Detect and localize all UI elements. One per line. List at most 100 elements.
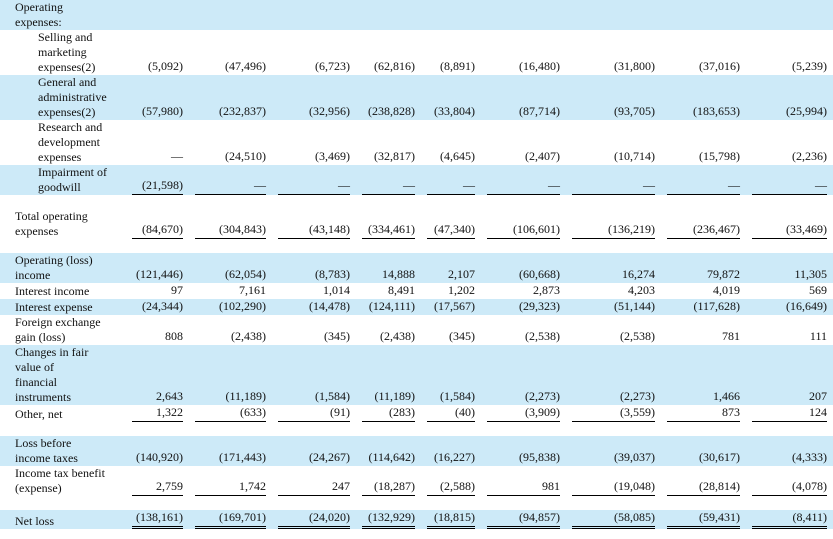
value-cell: (43,148)	[266, 209, 350, 239]
value-cell: (2,438)	[183, 315, 266, 345]
value-cell: (2,438)	[350, 315, 415, 345]
value: (24,020)	[278, 510, 350, 529]
value: (2,438)	[380, 329, 415, 343]
value-cell: (57,980)	[120, 75, 183, 120]
value-cell: (62,816)	[350, 30, 415, 75]
value: (2,538)	[620, 329, 655, 343]
value-cell: (114,642)	[350, 436, 415, 466]
value: (14,478)	[309, 299, 350, 313]
value: 1,202	[448, 283, 475, 297]
value-cell: (28,814)	[655, 466, 740, 496]
value: (16,227)	[434, 450, 475, 464]
value-cell: 2,759	[120, 466, 183, 496]
value-cell: 2,107	[415, 253, 475, 283]
value: —	[278, 178, 350, 195]
value-cell: (117,628)	[655, 299, 740, 315]
value-cell: 124	[740, 405, 833, 422]
value: (32,956)	[309, 104, 350, 118]
value-cell: 1,322	[120, 405, 183, 422]
value: (32,817)	[374, 149, 415, 163]
label-line: gain (loss)	[15, 330, 66, 344]
value-cell	[655, 0, 740, 30]
value: (10,714)	[614, 149, 655, 163]
label-line: administrative	[38, 90, 107, 104]
value-cell	[183, 0, 266, 30]
value-cell: 2,643	[120, 345, 183, 405]
value: (29,323)	[519, 299, 560, 313]
value-cell: —	[475, 165, 560, 195]
value: (15,798)	[699, 149, 740, 163]
value: (39,037)	[614, 450, 655, 464]
table-row: Interest income 97 7,161 1,014 8,491 1,202 2,8…	[0, 283, 833, 299]
row-label: General and administrative expenses(2)	[0, 75, 120, 120]
value-cell: (94,857)	[475, 510, 560, 529]
value: (102,290)	[219, 299, 266, 313]
row-label: Impairment of goodwill	[0, 165, 120, 195]
value-cell: (6,723)	[266, 30, 350, 75]
value: (633)	[195, 405, 266, 422]
value-cell: (238,828)	[350, 75, 415, 120]
value-cell	[350, 0, 415, 30]
value-cell: (183,653)	[655, 75, 740, 120]
row-label: Operating (loss) income	[0, 253, 120, 283]
value: —	[667, 178, 740, 195]
value-cell: —	[183, 165, 266, 195]
value: 97	[171, 283, 183, 297]
value: (24,267)	[309, 450, 350, 464]
table-row: Selling and marketing expenses(2) (5,092) (4…	[0, 30, 833, 75]
label-line: Foreign exchange	[15, 315, 101, 329]
value: (136,219)	[572, 222, 655, 239]
value: (94,857)	[487, 510, 560, 529]
value-cell: (32,817)	[350, 120, 415, 165]
value: (60,668)	[519, 267, 560, 281]
value-cell: (24,267)	[266, 436, 350, 466]
value-cell: (334,461)	[350, 209, 415, 239]
value: (87,714)	[519, 104, 560, 118]
value-cell: (283)	[350, 405, 415, 422]
value: 1,742	[195, 479, 266, 496]
value-cell: —	[560, 165, 655, 195]
value: 781	[722, 329, 740, 343]
spacer	[0, 422, 833, 436]
value: 11,305	[794, 267, 827, 281]
value: (47,496)	[225, 59, 266, 73]
value-cell: —	[740, 165, 833, 195]
value: (171,443)	[219, 450, 266, 464]
spacer	[0, 496, 833, 510]
value-cell: (11,189)	[350, 345, 415, 405]
value: (5,092)	[148, 59, 183, 73]
value-cell: (24,344)	[120, 299, 183, 315]
row-label: Research and development expenses	[0, 120, 120, 165]
value: (24,510)	[225, 149, 266, 163]
row-label: Interest expense	[0, 299, 120, 315]
value-cell: 781	[655, 315, 740, 345]
value: 16,274	[622, 267, 655, 281]
row-label: Operating expenses:	[0, 0, 120, 30]
spacer-row	[0, 496, 833, 510]
table-row: General and administrative expenses(2) (57,…	[0, 75, 833, 120]
table-row: Impairment of goodwill (21,598) — — — — — — — —	[0, 165, 833, 195]
label-line: (expense)	[15, 481, 62, 495]
table-row: Research and development expenses — (24,510)…	[0, 120, 833, 165]
value: 569	[809, 283, 827, 297]
label-line: expenses	[15, 224, 59, 238]
value: 207	[809, 389, 827, 403]
label-line: development	[38, 135, 100, 149]
value-cell: (4,333)	[740, 436, 833, 466]
value-cell: (102,290)	[183, 299, 266, 315]
value-cell: (10,714)	[560, 120, 655, 165]
value: (59,431)	[667, 510, 740, 529]
value: (16,480)	[519, 59, 560, 73]
value: 247	[278, 479, 350, 496]
value: (1,584)	[315, 389, 350, 403]
value-cell: 207	[740, 345, 833, 405]
value-cell: 873	[655, 405, 740, 422]
value-cell: (2,588)	[415, 466, 475, 496]
value: (11,189)	[225, 389, 266, 403]
value: (1,584)	[440, 389, 475, 403]
value-cell: (33,469)	[740, 209, 833, 239]
value-cell: (18,287)	[350, 466, 415, 496]
value-cell: (4,645)	[415, 120, 475, 165]
label-line: income taxes	[15, 451, 78, 465]
